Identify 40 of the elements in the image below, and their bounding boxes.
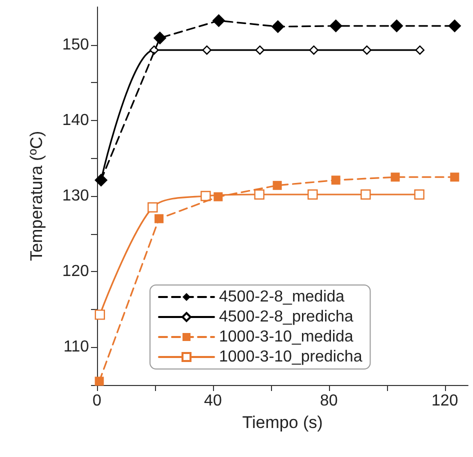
point: [148, 202, 158, 212]
point: [331, 176, 340, 185]
y-tick-label: 110: [63, 338, 90, 356]
point: [214, 192, 223, 202]
x-tick-label: 80: [320, 392, 338, 410]
point: [390, 172, 400, 182]
point: [94, 310, 105, 320]
point: [448, 19, 462, 32]
point: [255, 45, 264, 55]
point: [390, 19, 404, 32]
y-tick-label: 130: [62, 188, 90, 204]
point: [329, 19, 342, 32]
point: [153, 31, 166, 44]
point: [414, 189, 424, 200]
point: [272, 180, 282, 190]
x-tick-label: 0: [92, 392, 102, 410]
x-tick-label: 40: [204, 392, 222, 410]
y-tick-label: 120: [62, 263, 90, 280]
point: [254, 189, 264, 200]
point: [154, 214, 164, 224]
legend-label: 4500-2-8_medida: [219, 288, 345, 306]
point: [212, 14, 226, 28]
x-axis-title: Tiempo (s): [242, 412, 323, 432]
x-tick-label: 120: [431, 392, 458, 410]
point: [309, 45, 318, 55]
point: [200, 190, 211, 202]
legend-label: 1000-3-10_predicha: [219, 348, 362, 366]
y-axis-title: Temperatura (ºC): [27, 131, 46, 261]
point: [202, 45, 212, 55]
point: [308, 189, 318, 200]
point: [271, 20, 284, 34]
point: [360, 189, 371, 200]
point: [362, 45, 372, 55]
legend-label: 4500-2-8_predicha: [219, 308, 354, 326]
point: [415, 45, 424, 55]
y-tick-label: 150: [62, 36, 90, 54]
point: [94, 376, 104, 386]
point: [450, 172, 460, 182]
legend-label: 1000-3-10_medida: [219, 328, 354, 346]
y-tick-label: 140: [62, 112, 90, 129]
